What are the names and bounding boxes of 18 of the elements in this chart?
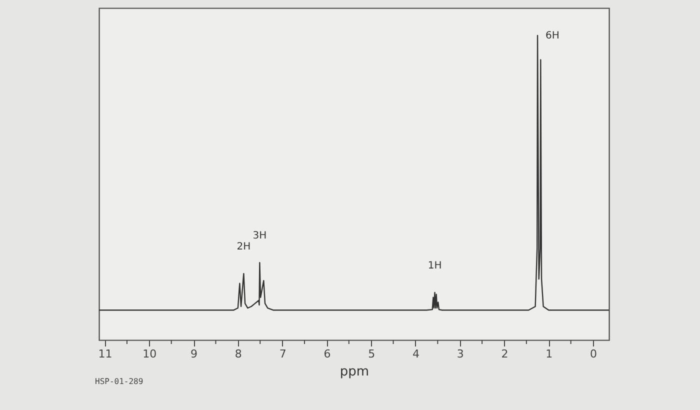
x-tick-label: 7	[279, 348, 286, 360]
annotation: 2H	[236, 242, 251, 253]
x-tick-label: 5	[368, 348, 376, 360]
text: HSP-01-289	[95, 377, 144, 386]
x-tick-label: 3	[456, 348, 464, 360]
x-tick-label: 6	[324, 348, 331, 360]
x-tick-label: 2	[501, 348, 508, 360]
x-tick-label: 1	[546, 348, 553, 360]
x-tick-label: 9	[190, 348, 198, 360]
x-tick-label: 4	[412, 348, 420, 360]
x-tick-label: 11	[98, 348, 112, 360]
x-axis-title: ppm	[340, 364, 370, 380]
x-tick-label: 0	[590, 348, 598, 360]
x-tick-label: 8	[234, 348, 242, 360]
x-tick-label: 10	[142, 348, 157, 360]
annotation: 1H	[428, 260, 442, 272]
annotation: 3H	[252, 230, 267, 242]
annotation: 6H	[546, 30, 560, 42]
